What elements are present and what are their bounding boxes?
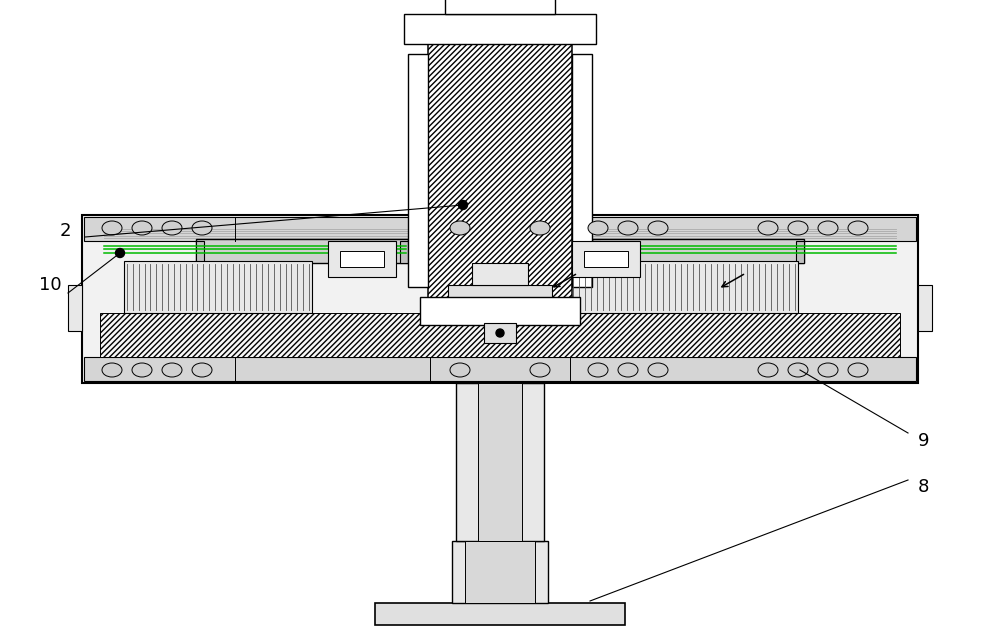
Ellipse shape: [450, 221, 470, 235]
Bar: [448, 285, 552, 315]
Text: 2: 2: [59, 222, 71, 240]
Ellipse shape: [530, 221, 550, 235]
Ellipse shape: [648, 363, 668, 377]
Bar: [918, 285, 932, 331]
Ellipse shape: [618, 221, 638, 235]
Ellipse shape: [758, 221, 778, 235]
Bar: [84, 357, 916, 381]
Bar: [124, 261, 312, 313]
Bar: [375, 603, 625, 625]
Ellipse shape: [132, 363, 152, 377]
Bar: [408, 54, 428, 287]
Bar: [340, 251, 384, 267]
Bar: [584, 251, 628, 267]
Bar: [796, 241, 804, 263]
Ellipse shape: [758, 363, 778, 377]
Bar: [484, 323, 516, 343]
Bar: [472, 263, 528, 285]
Ellipse shape: [618, 363, 638, 377]
Bar: [572, 241, 640, 277]
Bar: [400, 241, 408, 263]
Bar: [428, 40, 572, 325]
Ellipse shape: [788, 363, 808, 377]
Text: A-A: A-A: [475, 13, 525, 41]
Bar: [196, 241, 204, 263]
Bar: [404, 14, 596, 44]
Bar: [328, 241, 396, 277]
Circle shape: [458, 201, 468, 210]
Bar: [445, 0, 555, 14]
Bar: [572, 54, 592, 287]
Ellipse shape: [102, 363, 122, 377]
Bar: [592, 241, 600, 263]
Ellipse shape: [848, 363, 868, 377]
Ellipse shape: [450, 363, 470, 377]
Ellipse shape: [162, 221, 182, 235]
Ellipse shape: [192, 363, 212, 377]
Ellipse shape: [132, 221, 152, 235]
Ellipse shape: [818, 363, 838, 377]
Ellipse shape: [818, 221, 838, 235]
Ellipse shape: [102, 221, 122, 235]
Circle shape: [496, 329, 504, 337]
Bar: [452, 541, 548, 603]
Bar: [68, 285, 82, 331]
Bar: [100, 313, 900, 357]
Ellipse shape: [162, 363, 182, 377]
Bar: [478, 383, 522, 541]
Circle shape: [116, 248, 124, 258]
Ellipse shape: [588, 221, 608, 235]
Bar: [84, 217, 916, 241]
Ellipse shape: [648, 221, 668, 235]
Text: 8: 8: [918, 478, 929, 496]
Ellipse shape: [192, 221, 212, 235]
Bar: [196, 239, 408, 263]
Ellipse shape: [588, 363, 608, 377]
Ellipse shape: [848, 221, 868, 235]
Bar: [456, 383, 544, 541]
Text: 9: 9: [918, 432, 930, 450]
Text: 10: 10: [39, 276, 61, 294]
Ellipse shape: [530, 363, 550, 377]
Bar: [570, 261, 798, 313]
Ellipse shape: [788, 221, 808, 235]
Bar: [592, 239, 804, 263]
Bar: [82, 215, 918, 383]
Bar: [465, 541, 535, 603]
Bar: [420, 297, 580, 325]
